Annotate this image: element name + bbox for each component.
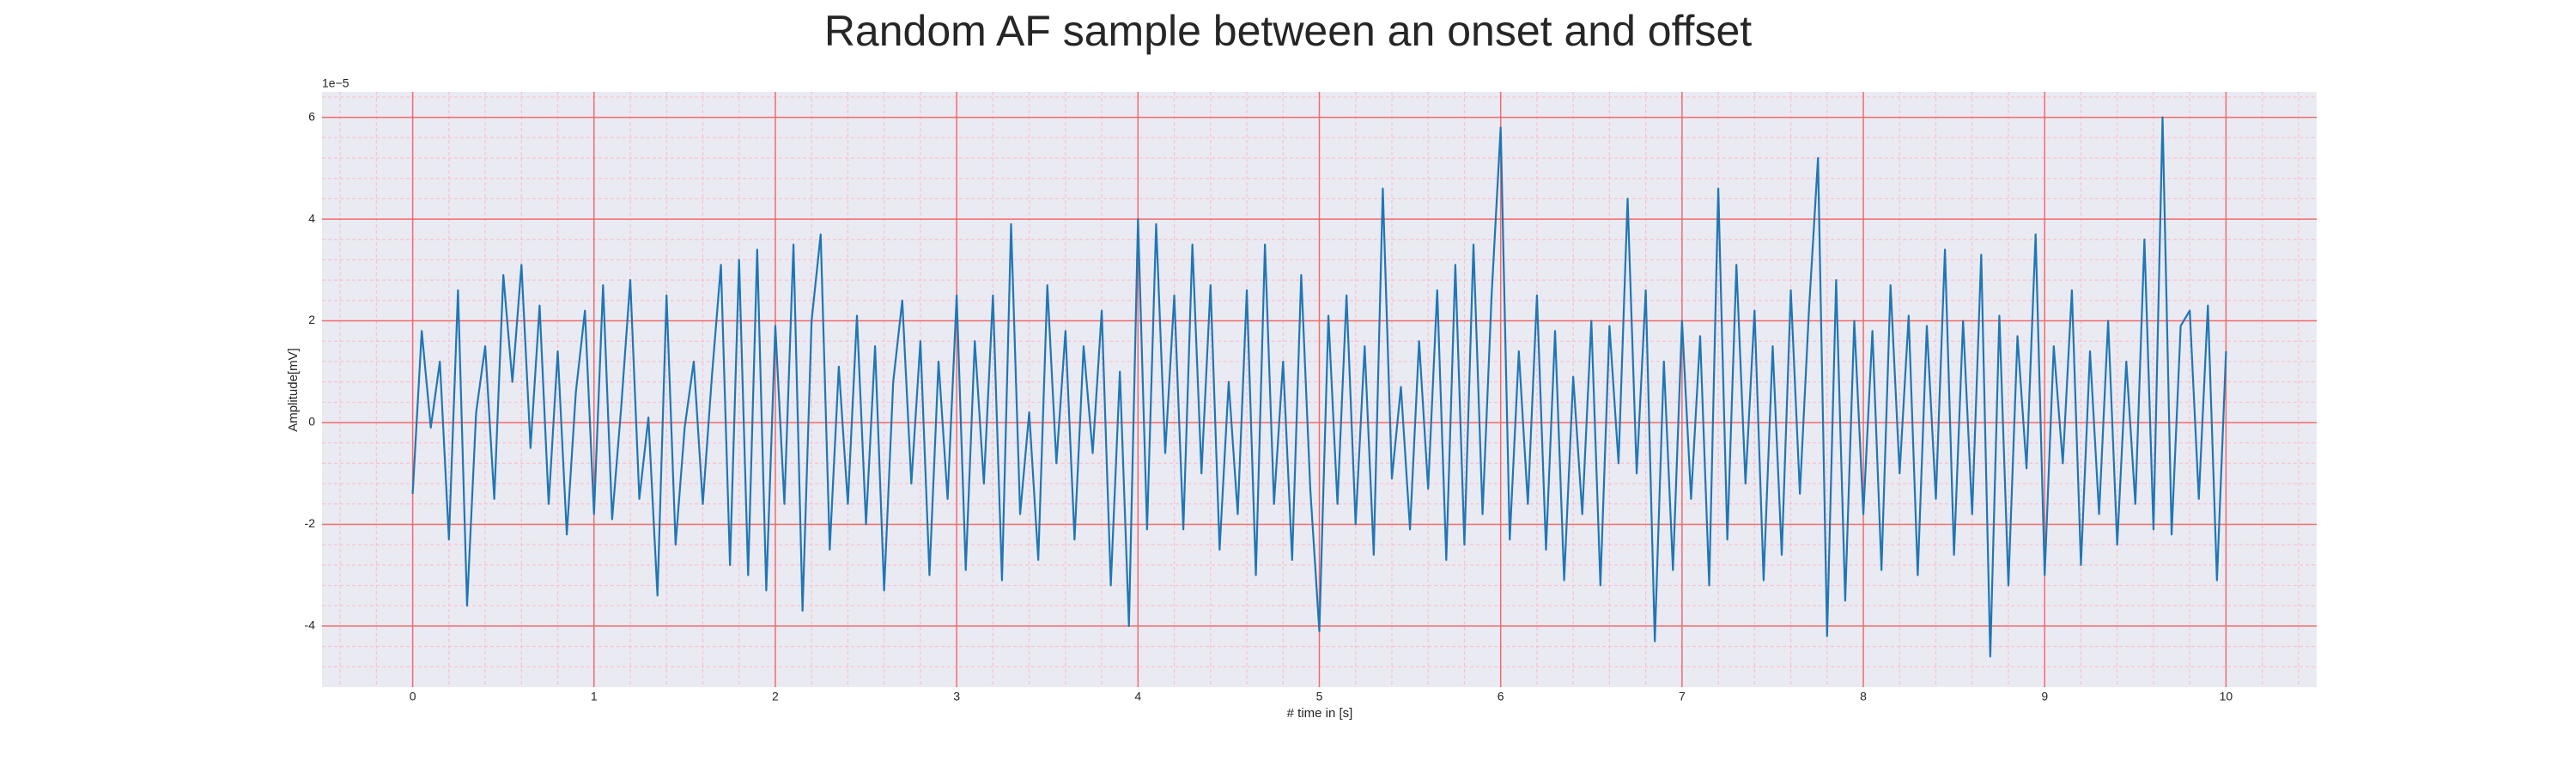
x-tick-label: 1 <box>591 690 598 703</box>
x-tick-label: 10 <box>2220 690 2233 703</box>
x-tick-label: 7 <box>1679 690 1686 703</box>
x-tick-label: 5 <box>1316 690 1323 703</box>
x-tick-label: 4 <box>1134 690 1141 703</box>
y-tick-label: 4 <box>308 211 315 225</box>
x-axis-label: # time in [s] <box>1287 706 1353 721</box>
chart-title: Random AF sample between an onset and of… <box>824 7 1752 55</box>
x-tick-label: 8 <box>1860 690 1867 703</box>
y-tick-label: -4 <box>305 618 316 632</box>
x-tick-label: 0 <box>410 690 416 703</box>
series-line <box>411 116 2227 658</box>
x-tick-label: 6 <box>1498 690 1504 703</box>
y-tick-label: 6 <box>308 109 315 123</box>
x-tick-label: 3 <box>953 690 960 703</box>
y-offset-label: 1e−5 <box>322 76 349 90</box>
y-tick-label: 0 <box>308 415 315 429</box>
y-tick-label: 2 <box>308 313 315 326</box>
y-tick-label: -2 <box>305 516 316 530</box>
y-axis-label: Amplitude[mV] <box>286 348 301 432</box>
x-tick-label: 2 <box>772 690 779 703</box>
x-tick-label: 9 <box>2041 690 2048 703</box>
